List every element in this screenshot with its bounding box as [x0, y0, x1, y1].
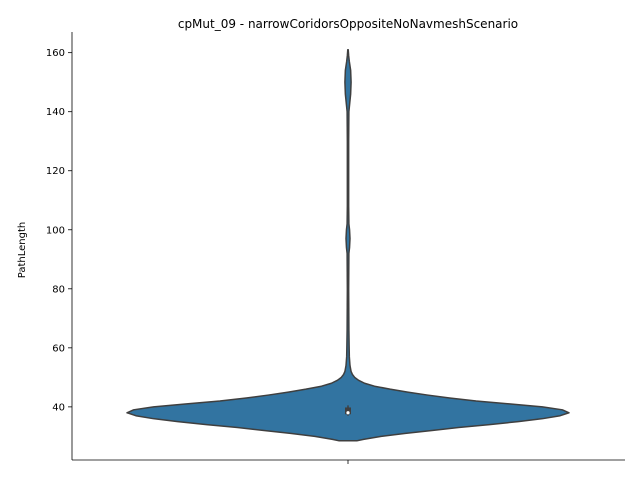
- y-tick-label: 80: [52, 284, 65, 295]
- y-tick-label: 100: [46, 225, 65, 236]
- y-tick-label: 160: [46, 48, 65, 59]
- axes: [71, 32, 625, 464]
- y-tick-label: 120: [46, 166, 65, 177]
- y-tick-label: 140: [46, 107, 65, 118]
- chart-title: cpMut_09 - narrowCoridorsOppositeNoNavme…: [178, 17, 518, 31]
- y-tick-label: 60: [52, 343, 65, 354]
- violin-median: [346, 411, 350, 415]
- y-tick-label: 40: [52, 402, 65, 413]
- violin-body: [126, 48, 570, 442]
- plot-area: [126, 48, 570, 442]
- violin-box: [345, 407, 351, 415]
- y-axis-label: PathLength: [17, 222, 28, 278]
- y-axis-ticks: 40 60 80 100 120 140 160: [46, 48, 72, 413]
